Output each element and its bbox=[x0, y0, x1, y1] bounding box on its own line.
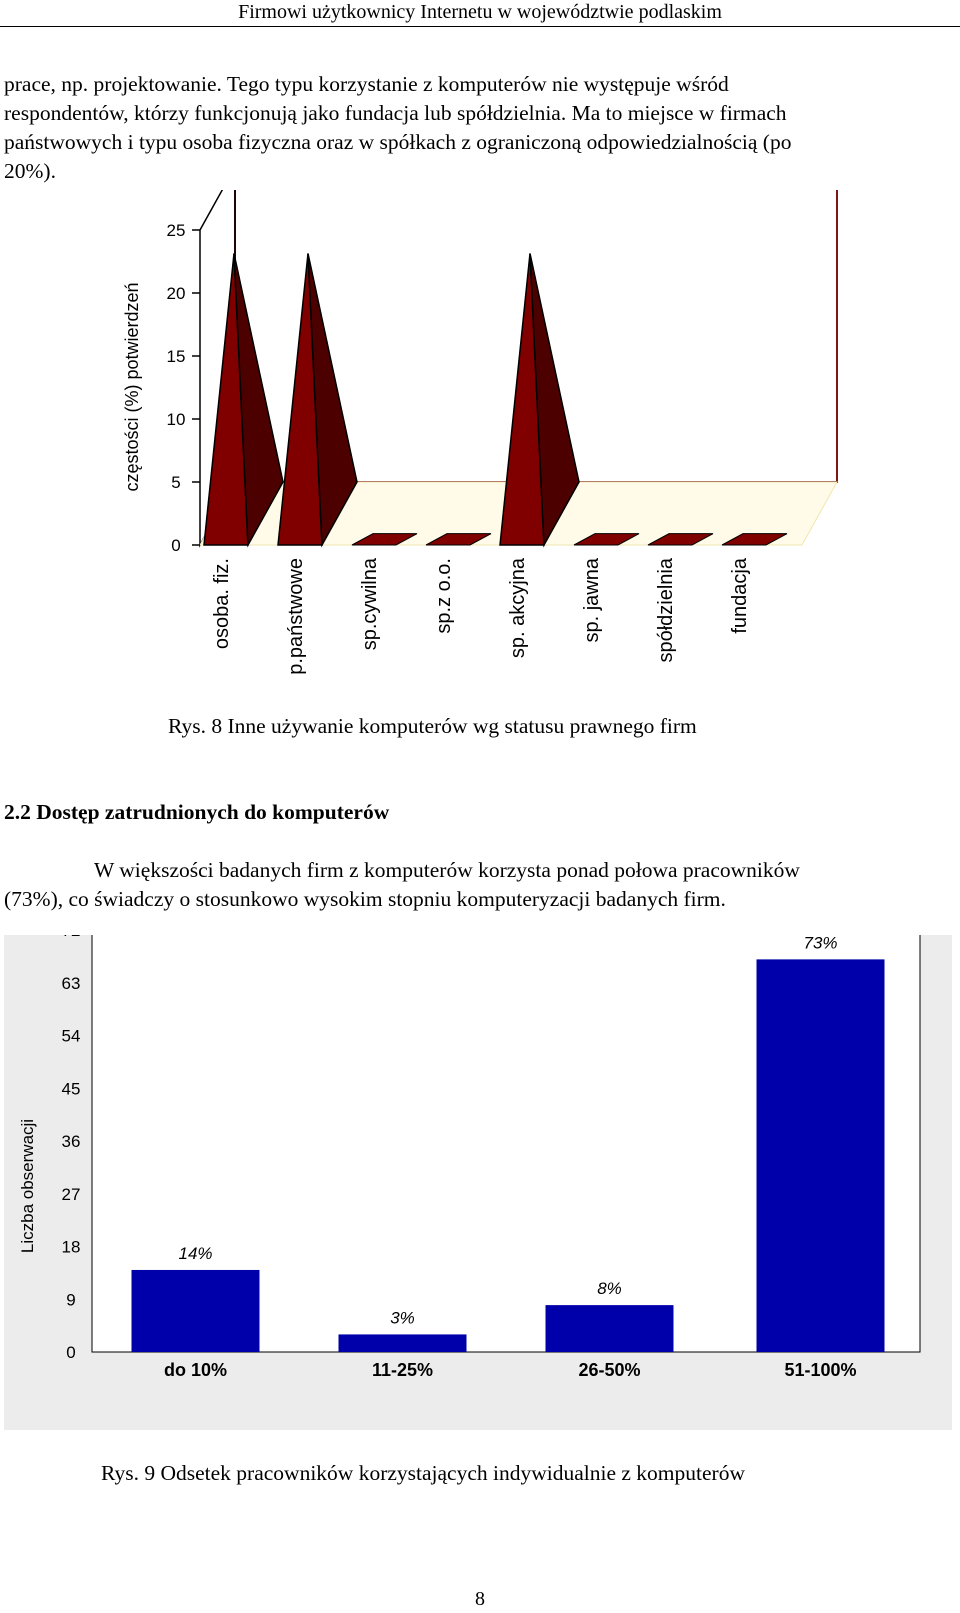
paragraph-2-line: (73%), co świadczy o stosunkowo wysokim … bbox=[4, 887, 726, 911]
x-category-label: do 10% bbox=[164, 1360, 227, 1380]
page-number: 8 bbox=[475, 1588, 485, 1610]
bar-data-label: 3% bbox=[390, 1308, 415, 1327]
x-category-label: fundacja bbox=[729, 557, 751, 633]
y-tick-label: 15 bbox=[167, 347, 186, 366]
y-tick-label: 27 bbox=[62, 1185, 81, 1204]
y-tick-label: 45 bbox=[62, 1079, 81, 1098]
x-category-label: 11-25% bbox=[372, 1360, 433, 1380]
paragraph-1: prace, np. projektowanie. Tego typu korz… bbox=[4, 70, 956, 186]
section-heading: 2.2 Dostęp zatrudnionych do komputerów bbox=[4, 800, 390, 824]
x-category-label: sp.cywilna bbox=[359, 557, 381, 650]
y-tick-label: 25 bbox=[167, 221, 186, 240]
running-header: Firmowi użytkownicy Internetu w wojewódz… bbox=[238, 1, 722, 23]
figure-8-pyramid-chart: częstości (%) potwierdzeń 0 5 10 15 20 25 osob… bbox=[122, 190, 838, 675]
flat-bar bbox=[573, 533, 640, 546]
pyramid-side-face bbox=[529, 253, 580, 548]
y-axis-label: Liczba obserwacji bbox=[18, 1119, 37, 1253]
x-category-label: sp. jawna bbox=[581, 557, 603, 642]
y-tick-label: 0 bbox=[171, 536, 180, 555]
y-tick-label: 20 bbox=[167, 284, 186, 303]
paragraph-1-line: respondentów, którzy funkcjonują jako fu… bbox=[4, 101, 787, 125]
bar-data-label: 8% bbox=[597, 1279, 622, 1298]
flat-bar bbox=[351, 533, 418, 546]
y-tick-label: 9 bbox=[66, 1290, 75, 1309]
paragraph-2-line: W większości badanych firm z komputerów … bbox=[94, 858, 800, 882]
x-category-label: 51-100% bbox=[784, 1360, 856, 1380]
x-category-label: spółdzielnia bbox=[655, 557, 677, 662]
x-category-label: sp.z o.o. bbox=[433, 558, 455, 634]
bar bbox=[338, 1334, 467, 1352]
pyramid-side-face bbox=[233, 253, 284, 548]
y-tick-label: 72 bbox=[62, 935, 81, 940]
flat-bar bbox=[721, 533, 788, 546]
y-tick-label: 54 bbox=[62, 1027, 81, 1046]
flat-bar bbox=[425, 533, 492, 546]
paragraph-1-line: prace, np. projektowanie. Tego typu korz… bbox=[4, 72, 729, 96]
bar-data-label: 14% bbox=[178, 1244, 212, 1263]
bar bbox=[131, 1269, 260, 1352]
y-tick-label: 0 bbox=[66, 1343, 75, 1362]
x-category-label: sp. akcyjna bbox=[507, 557, 529, 658]
figure-8-caption: Rys. 8 Inne używanie komputerów wg statu… bbox=[168, 714, 697, 738]
figure-9-bar-chart: Liczba obserwacji 0 9 18 27 36 45 54 63 72 14% do … bbox=[4, 935, 952, 1430]
flat-bar bbox=[647, 533, 714, 546]
x-category-label: p.państwowe bbox=[285, 558, 307, 675]
paragraph-2: W większości badanych firm z komputerów … bbox=[4, 856, 956, 914]
bar-data-label: 73% bbox=[803, 935, 837, 952]
paragraph-1-line: państwowych i typu osoba fizyczna oraz w… bbox=[4, 130, 792, 154]
bar bbox=[756, 959, 885, 1352]
y-tick-label: 36 bbox=[62, 1132, 81, 1151]
y-tick-label: 18 bbox=[62, 1238, 81, 1257]
paragraph-1-line: 20%). bbox=[4, 159, 56, 183]
y-axis-label: częstości (%) potwierdzeń bbox=[122, 282, 142, 491]
header-divider bbox=[0, 26, 960, 27]
x-category-label: 26-50% bbox=[578, 1360, 640, 1380]
x-category-label: osoba. fiz. bbox=[211, 558, 233, 649]
y-tick-label: 5 bbox=[171, 473, 180, 492]
bar bbox=[545, 1305, 674, 1352]
pyramid-side-face bbox=[307, 253, 358, 548]
y-tick-label: 63 bbox=[62, 974, 81, 993]
figure-9-caption: Rys. 9 Odsetek pracowników korzystającyc… bbox=[101, 1461, 745, 1485]
y-tick-label: 10 bbox=[167, 410, 186, 429]
